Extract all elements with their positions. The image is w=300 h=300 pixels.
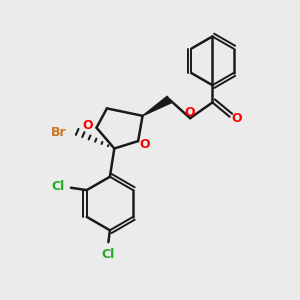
Text: Br: Br bbox=[51, 126, 67, 139]
Text: O: O bbox=[83, 119, 94, 132]
Text: Cl: Cl bbox=[52, 180, 65, 193]
Text: O: O bbox=[231, 112, 242, 125]
Text: Cl: Cl bbox=[102, 248, 115, 261]
Text: O: O bbox=[185, 106, 195, 119]
Text: O: O bbox=[139, 138, 150, 151]
Polygon shape bbox=[142, 96, 171, 116]
